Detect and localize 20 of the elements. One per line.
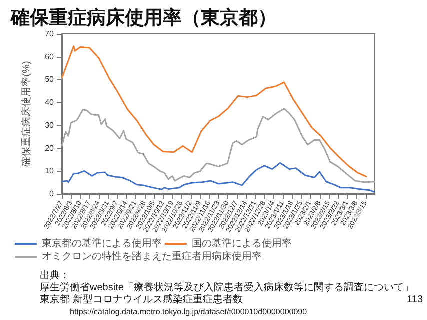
y-tick-label: 0 (50, 190, 55, 198)
text: 東京都 新型コロナウイルス感染症重症患者数 (40, 294, 243, 306)
source-note: 出典： (40, 270, 70, 282)
y-tick-label: 40 (45, 98, 55, 108)
y-tick-label: 50 (45, 75, 55, 84)
legend-label: 東京都の基準による使用率 (42, 238, 162, 250)
y-tick-label: 60 (45, 52, 55, 62)
text: 113 (407, 294, 424, 306)
legend-label: 国の基準による使用率 (192, 238, 292, 250)
y-axis-title: 確保重症病床使用率(%) (20, 61, 32, 168)
text: https://catalog.data.metro.tokyo.lg.jp/dataset/t000010d0000000090 (70, 308, 308, 316)
y-tick-label: 20 (45, 144, 55, 153)
y-tick-label: 10 (45, 166, 55, 176)
line-series (61, 108, 376, 184)
chart-title: 確保重症病床使用率（東京都） (10, 7, 277, 29)
legend-label: オミクロンの特性を踏まえた重症者用病床使用率 (42, 250, 262, 262)
text: 厚生労働省website「療養状況等及び入院患者受入病床数等に関する調査について」 (40, 282, 414, 294)
y-tick-label: 70 (45, 30, 55, 38)
y-tick-label: 30 (45, 120, 55, 130)
line-series (61, 46, 368, 178)
